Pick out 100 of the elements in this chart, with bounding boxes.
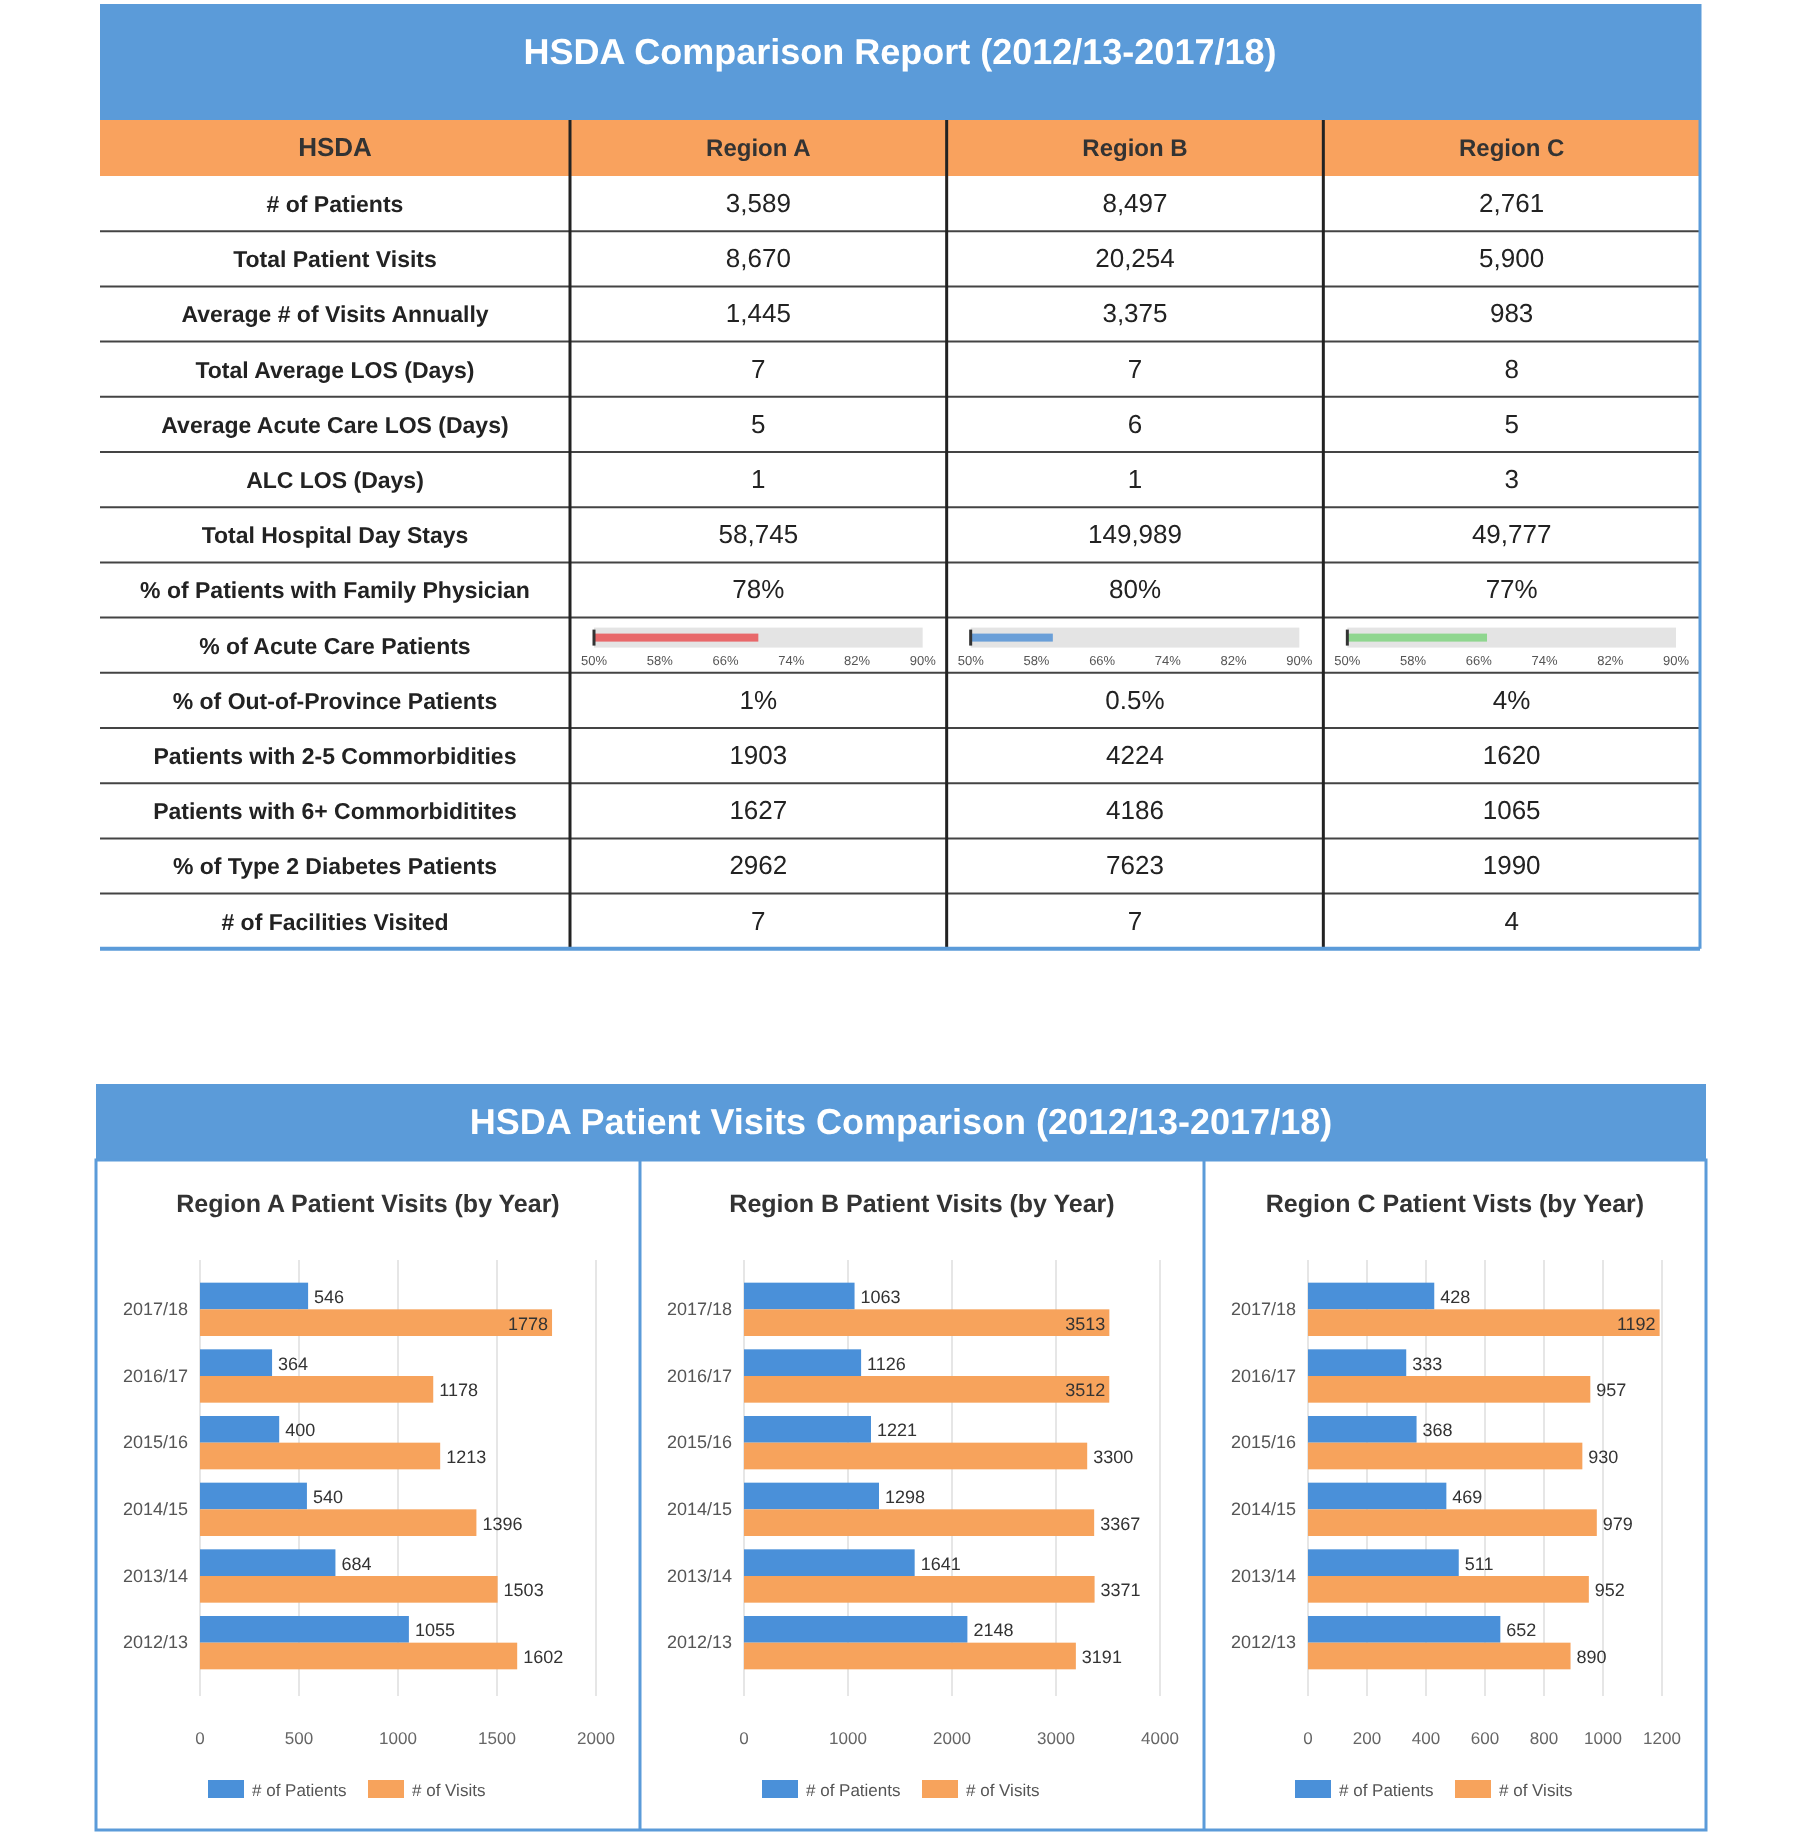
data-label: 3191: [1081, 1647, 1122, 1667]
bar: [744, 1616, 968, 1643]
data-label: 1178: [439, 1380, 478, 1401]
data-label: 2148: [973, 1620, 1014, 1641]
text: 0.5%: [1105, 684, 1165, 715]
bar: [200, 1416, 280, 1443]
data-label: 511: [1464, 1553, 1494, 1574]
data-label: 540: [312, 1487, 343, 1507]
data-label: 368: [1422, 1420, 1453, 1441]
bar: [744, 1442, 1088, 1470]
y-tick-label: 2017/18: [666, 1299, 732, 1320]
text: 8: [1504, 353, 1519, 384]
text: 1,445: [725, 298, 791, 329]
y-tick-label: 2017/18: [122, 1299, 188, 1320]
data-label: 546: [314, 1287, 345, 1307]
bar: [744, 1416, 871, 1443]
x-tick-label: 1000: [1584, 1728, 1623, 1749]
bar: [200, 1642, 518, 1670]
text: 983: [1489, 298, 1534, 329]
category-label: # of Patients: [266, 194, 404, 218]
x-tick-label: 1200: [1643, 1728, 1682, 1749]
x-tick-label: 4000: [1141, 1728, 1180, 1749]
bar: [200, 1616, 409, 1643]
text: HSDA Comparison Report (2012/13-2017/18): [523, 32, 1277, 72]
text: 58,745: [718, 519, 799, 550]
data-label: 3371: [1100, 1580, 1141, 1601]
data-label: 1641: [920, 1553, 961, 1574]
y-tick-label: 2012/13: [122, 1632, 188, 1653]
text: 5: [1504, 408, 1519, 439]
text: 7: [751, 353, 766, 384]
bar: [200, 1349, 273, 1376]
text: HSDA: [298, 132, 374, 162]
text: 7: [751, 905, 766, 936]
data-label: 400: [285, 1420, 316, 1441]
legend-label: # of Patients: [252, 1780, 347, 1800]
y-tick-label: 2013/14: [122, 1565, 188, 1586]
text: HSDA Patient Visits Comparison (2012/13-2017/18): [469, 1102, 1333, 1142]
bar: [1308, 1416, 1417, 1443]
y-tick-label: 2012/13: [666, 1632, 732, 1653]
data-label: 469: [1452, 1487, 1483, 1507]
data-label: 1602: [523, 1647, 564, 1667]
data-label: 952: [1594, 1580, 1625, 1601]
text: 6: [1127, 408, 1143, 439]
text: 1: [1127, 464, 1143, 494]
bar: [1308, 1442, 1583, 1470]
data-label: 3300: [1093, 1447, 1134, 1467]
x-tick-label: 400: [1411, 1728, 1441, 1749]
text: 78%: [732, 574, 785, 605]
text: 1620: [1482, 740, 1541, 770]
bar: [1308, 1549, 1459, 1576]
x-tick-label: 500: [284, 1728, 314, 1749]
bar: [200, 1549, 336, 1576]
x-tick-label: 600: [1470, 1728, 1500, 1749]
text: 7623: [1106, 850, 1164, 881]
bar: [744, 1482, 879, 1510]
data-label: 1126: [867, 1353, 906, 1374]
text: 2962: [729, 850, 788, 881]
chart-title: Region A Patient Visits (by Year): [176, 1190, 560, 1218]
x-tick-label: 1500: [478, 1728, 517, 1749]
y-tick-label: 2015/16: [666, 1432, 732, 1453]
data-label: 1063: [860, 1287, 901, 1307]
text: 4: [1504, 905, 1519, 936]
data-label: 979: [1602, 1513, 1633, 1534]
y-tick-label: 2014/15: [1230, 1499, 1296, 1520]
chart-title: Region B Patient Visits (by Year): [729, 1190, 1115, 1218]
bar: [744, 1509, 1095, 1536]
category-label: Region C: [1458, 134, 1565, 162]
category-label: Average Acute Care LOS (Days): [161, 414, 509, 439]
text: 80%: [1108, 574, 1162, 605]
y-tick-label: 2014/15: [666, 1499, 732, 1520]
bar: [1308, 1616, 1501, 1643]
y-tick-label: 2013/14: [1230, 1565, 1296, 1586]
data-label: 1213: [446, 1447, 487, 1467]
data-label: 333: [1412, 1353, 1443, 1374]
data-label: 930: [1588, 1447, 1619, 1467]
text: 20,254: [1095, 243, 1175, 274]
text: 7: [1127, 353, 1143, 384]
data-label: 3367: [1100, 1513, 1141, 1534]
data-label: 1503: [503, 1580, 544, 1601]
x-tick-label: 200: [1352, 1728, 1382, 1749]
bar: [744, 1282, 855, 1310]
x-tick-label: 800: [1529, 1728, 1559, 1749]
x-tick-label: 1000: [829, 1728, 868, 1749]
y-tick-label: 2016/17: [666, 1365, 732, 1386]
x-tick-label: 1000: [379, 1728, 418, 1749]
bar: [200, 1482, 307, 1510]
bar: [1308, 1349, 1407, 1376]
category-label: Total Patient Visits: [233, 249, 437, 274]
text: 3,589: [725, 188, 791, 218]
bar: [200, 1509, 477, 1536]
legend-label: # of Visits: [1499, 1780, 1573, 1800]
category-label: Patients with 2-5 Commorbidities: [153, 746, 517, 770]
text: 5,900: [1479, 243, 1545, 274]
bar: [1308, 1509, 1597, 1536]
legend-label: # of Patients: [806, 1780, 901, 1800]
text: 1903: [729, 740, 788, 770]
bar: [744, 1376, 1110, 1403]
bar: [744, 1549, 915, 1576]
category-label: % of Type 2 Diabetes Patients: [172, 856, 498, 881]
bar: [744, 1642, 1076, 1670]
